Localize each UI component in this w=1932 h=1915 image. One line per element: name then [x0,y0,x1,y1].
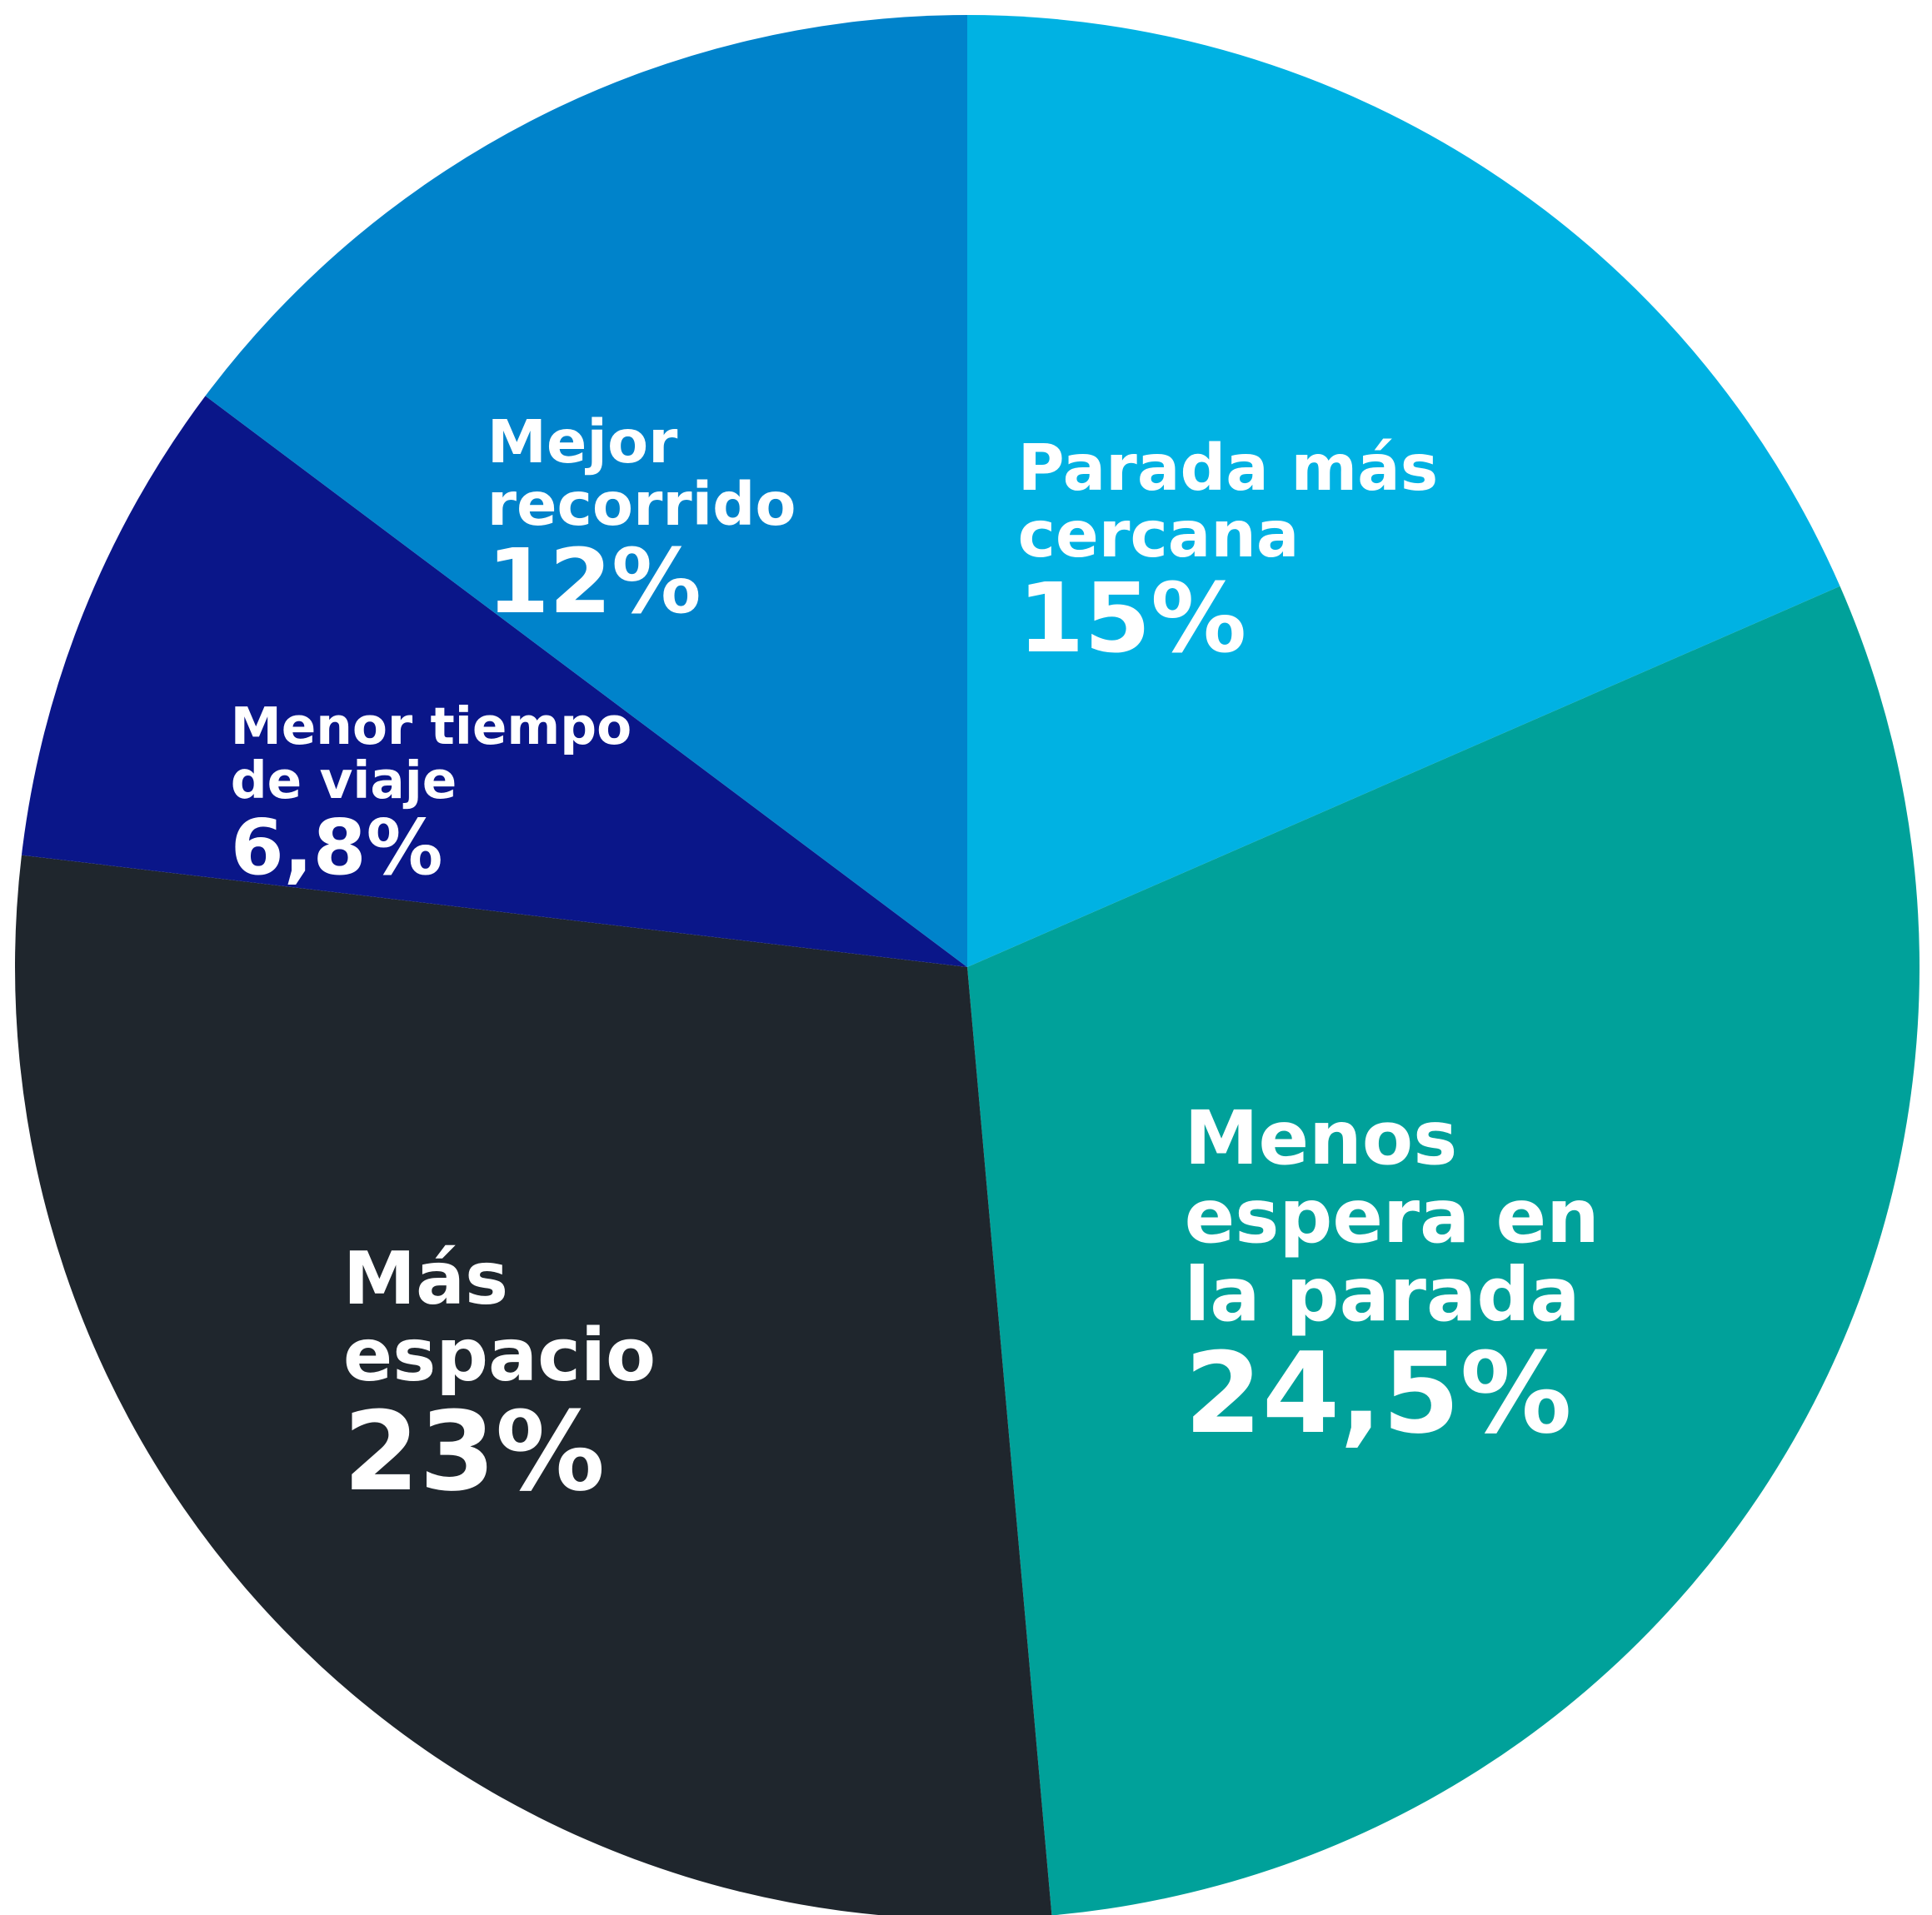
category-label: Parada más cercana [1017,431,1439,573]
slice-label-text: Mejor recorrido 12% [487,411,971,630]
pie-slice [15,855,1052,1915]
category-label: Menor tiempo de viaje [230,697,632,810]
category-label: Mejor recorrido [487,406,796,539]
pie-slice [967,586,1920,1915]
pie-slice [967,15,1840,967]
value-label: 24,5% [1184,1328,1572,1459]
slice-label-box: Menor tiempo de viaje 6,8% [214,667,731,922]
category-label: Más espacio [342,1235,656,1398]
slice-label-text: Menor tiempo de viaje 6,8% [230,700,714,892]
slice-label-text: Parada más cercana 15% [1017,435,1501,675]
value-label: 23% [342,1387,606,1515]
slice-label-text: Más espacio 23% [342,1240,826,1515]
slice-label-box: Más espacio 23% [327,1193,843,1558]
value-label: 15% [1017,563,1247,675]
pie-slice [21,396,968,967]
value-label: 12% [487,530,701,635]
slice-label-box: Mejor recorrido 12% [471,371,987,669]
category-label: Menos espera en la parada [1184,1095,1600,1339]
slice-label-box: Parada más cercana 15% [1001,394,1518,712]
value-label: 6,8% [230,802,443,892]
slice-label-box: Menos espera en la parada 24,5% [1168,1090,1685,1463]
slice-label-text: Menos espera en la parada 24,5% [1185,1100,1668,1452]
pie-slice [205,15,967,967]
